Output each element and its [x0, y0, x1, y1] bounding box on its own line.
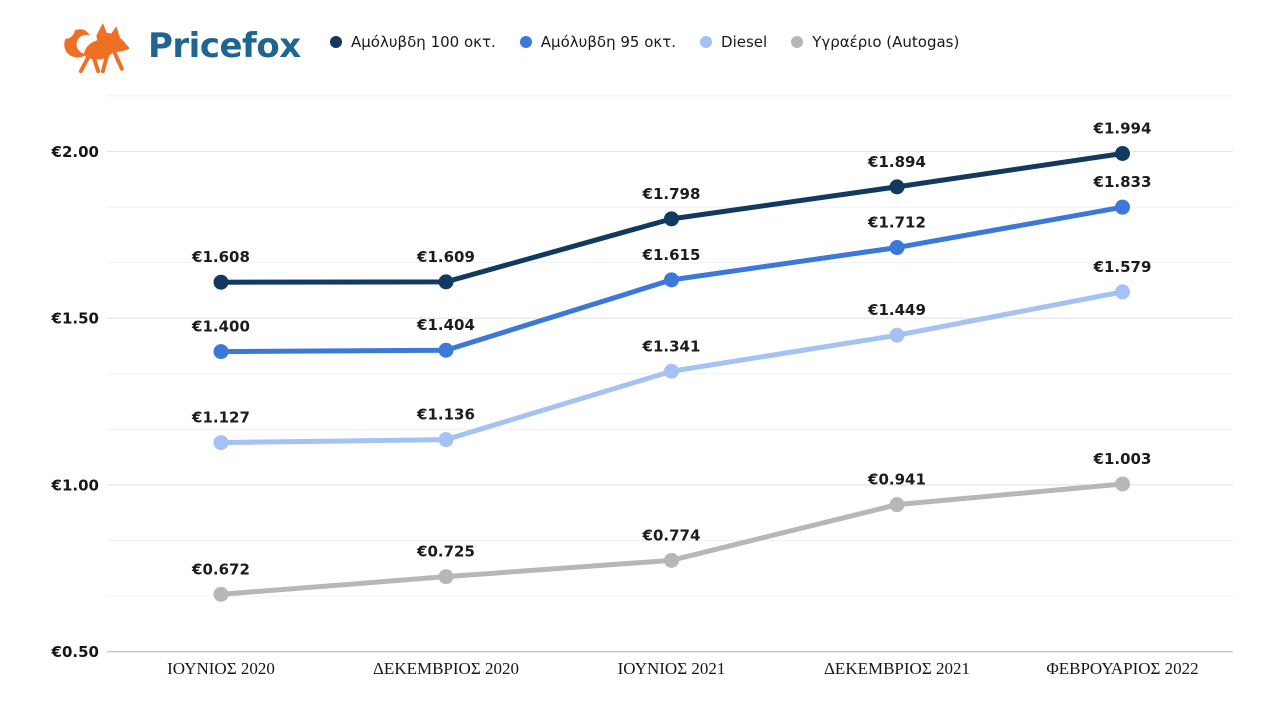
data-point — [664, 552, 679, 568]
x-axis-tick-label: ΔΕΚΕΜΒΡΙΟΣ 2020 — [373, 659, 519, 678]
data-point — [1115, 199, 1130, 215]
data-point — [213, 344, 229, 360]
y-axis-tick-label: €1.50 — [51, 310, 99, 328]
chart-legend: Αμόλυβδη 100 οκτ. Αμόλυβδη 95 οκτ. Diese… — [330, 33, 959, 51]
legend-item-diesel: Diesel — [700, 33, 767, 51]
data-point-label: €1.609 — [416, 248, 475, 266]
data-point-label: €1.341 — [642, 337, 701, 355]
data-point-label: €0.672 — [191, 560, 250, 578]
pricefox-logo: Pricefox — [58, 16, 301, 76]
series-2: €1.127 €1.136 €1.341 €1.449 €1.579 — [191, 258, 1152, 451]
data-point-label: €1.404 — [416, 316, 475, 334]
x-axis-tick-label: ΔΕΚΕΜΒΡΙΟΣ 2021 — [824, 659, 970, 678]
data-point — [1115, 284, 1130, 300]
series-1: €1.400 €1.404 €1.615 €1.712 €1.833 — [191, 173, 1152, 360]
data-point-label: €1.400 — [191, 318, 250, 336]
data-point-label: €1.712 — [867, 214, 926, 232]
data-point — [1115, 145, 1130, 161]
legend-item-amolivdi-95: Αμόλυβδη 95 οκτ. — [519, 33, 677, 51]
y-axis-tick-label: €0.50 — [51, 643, 99, 661]
legend-marker-icon — [791, 36, 804, 48]
data-point — [889, 179, 905, 195]
legend-label: Αμόλυβδη 100 οκτ. — [351, 33, 496, 51]
logo-text: Pricefox — [148, 26, 301, 66]
legend-marker-icon — [700, 36, 713, 48]
legend-marker-icon — [330, 36, 342, 48]
y-axis-labels: €2.00 €1.50 €1.00 €0.50 — [51, 143, 99, 661]
data-point-label: €0.725 — [416, 543, 475, 561]
data-point — [889, 327, 905, 343]
data-point — [664, 272, 679, 288]
data-point-label: €0.941 — [867, 471, 926, 489]
y-axis-tick-label: €1.00 — [51, 476, 99, 494]
data-point — [438, 432, 454, 448]
data-point-label: €1.608 — [191, 248, 250, 266]
data-point — [438, 274, 454, 290]
x-axis-tick-label: ΦΕΒΡΟΥΑΡΙΟΣ 2022 — [1046, 659, 1198, 678]
y-axis-tick-label: €2.00 — [51, 143, 99, 161]
legend-label: Diesel — [721, 33, 768, 51]
data-point-label: €1.833 — [1093, 173, 1152, 191]
series-0: €1.608 €1.609 €1.798 €1.894 €1.994 — [191, 119, 1152, 290]
data-point-label: €1.127 — [191, 409, 250, 427]
legend-marker-icon — [519, 36, 532, 48]
data-point-label: €1.615 — [642, 246, 701, 264]
data-point — [438, 569, 454, 585]
series-3: €0.672 €0.725 €0.774 €0.941 €1.003 — [191, 450, 1151, 602]
pricefox-fox-icon — [63, 23, 130, 74]
legend-label: Υγραέριο (Autogas) — [812, 33, 960, 51]
data-point — [438, 342, 454, 358]
data-point — [664, 211, 679, 227]
data-point-label: €1.003 — [1093, 450, 1152, 468]
data-point — [889, 497, 905, 513]
data-point — [664, 363, 679, 379]
data-point — [213, 586, 229, 602]
data-point — [1115, 476, 1130, 492]
legend-label: Αμόλυβδη 95 οκτ. — [540, 33, 677, 51]
data-point-label: €1.579 — [1093, 258, 1152, 276]
data-point-label: €1.994 — [1093, 119, 1152, 137]
minor-gridlines — [107, 95, 1233, 597]
data-point — [213, 274, 229, 290]
legend-item-autogas: Υγραέριο (Autogas) — [791, 33, 959, 51]
legend-item-amolivdi-100: Αμόλυβδη 100 οκτ. — [330, 33, 496, 51]
x-axis-tick-label: ΙΟΥΝΙΟΣ 2021 — [618, 659, 726, 678]
x-axis-labels: ΙΟΥΝΙΟΣ 2020 ΔΕΚΕΜΒΡΙΟΣ 2020 ΙΟΥΝΙΟΣ 2021 Δ… — [167, 659, 1199, 678]
data-point — [889, 240, 905, 256]
x-axis-tick-label: ΙΟΥΝΙΟΣ 2020 — [167, 659, 275, 678]
data-point-label: €1.894 — [867, 153, 926, 171]
data-point-label: €1.798 — [642, 185, 701, 203]
data-point-label: €0.774 — [642, 526, 701, 544]
major-gridlines — [107, 150, 1233, 653]
data-point — [213, 435, 229, 451]
data-point-label: €1.136 — [416, 406, 475, 424]
data-point-label: €1.449 — [867, 301, 926, 319]
